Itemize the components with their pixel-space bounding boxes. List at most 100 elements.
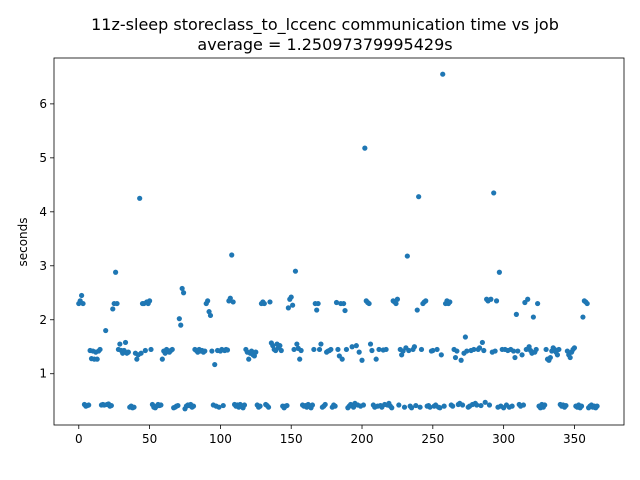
data-point	[175, 402, 181, 409]
data-point	[285, 305, 291, 311]
data-point	[110, 306, 116, 312]
data-point	[366, 300, 372, 307]
data-point	[430, 347, 436, 354]
data-point	[341, 300, 347, 307]
data-point	[207, 312, 214, 319]
x-tick-label: 0	[75, 432, 83, 446]
chart-title: 11z-sleep storeclass_to_lccenc communica…	[91, 15, 559, 35]
data-point	[556, 346, 562, 353]
data-point	[86, 402, 92, 408]
data-point	[212, 361, 218, 368]
data-point	[97, 346, 103, 353]
data-point	[594, 403, 600, 409]
data-point	[253, 349, 259, 355]
data-point	[360, 402, 367, 408]
x-tick-label: 350	[563, 432, 586, 446]
data-point	[427, 404, 433, 410]
data-point	[450, 403, 456, 409]
data-point	[257, 403, 263, 409]
data-point	[108, 402, 114, 409]
data-point	[278, 347, 284, 354]
data-point	[125, 349, 131, 355]
data-point	[291, 346, 297, 353]
data-point	[554, 352, 561, 358]
data-point	[328, 346, 334, 353]
data-point	[492, 348, 498, 354]
data-point	[314, 307, 320, 313]
data-point	[530, 314, 536, 320]
data-point	[148, 346, 154, 353]
data-point	[478, 402, 484, 409]
data-point	[369, 347, 375, 354]
y-tick-label: 2	[39, 313, 47, 327]
data-point	[413, 402, 419, 409]
data-point	[209, 348, 215, 354]
data-point	[437, 405, 443, 411]
data-point	[309, 402, 316, 408]
data-point	[452, 354, 459, 361]
data-point	[493, 298, 500, 304]
data-point	[471, 346, 477, 353]
data-point	[94, 356, 100, 362]
x-tick-label: 150	[280, 432, 303, 446]
data-point	[376, 346, 382, 353]
y-tick-label: 1	[39, 367, 47, 381]
x-tick-label: 100	[209, 432, 232, 446]
data-point	[542, 402, 548, 408]
data-point	[404, 253, 410, 259]
data-point	[401, 404, 408, 410]
data-point	[142, 347, 148, 354]
data-point	[533, 346, 539, 353]
data-point	[440, 71, 446, 77]
data-point	[205, 298, 211, 304]
data-point	[339, 356, 345, 362]
data-point	[176, 316, 182, 322]
data-point	[216, 404, 222, 410]
data-point	[359, 357, 365, 363]
data-point	[383, 346, 389, 353]
data-point	[479, 339, 485, 346]
data-point	[406, 347, 412, 354]
data-point	[563, 402, 569, 409]
data-point	[458, 357, 464, 363]
data-point	[389, 405, 395, 411]
data-point	[277, 343, 283, 349]
data-point	[486, 402, 493, 408]
x-tick-label: 200	[351, 432, 374, 446]
x-tick-label: 50	[142, 432, 157, 446]
data-point	[311, 346, 317, 353]
data-point	[178, 322, 184, 328]
data-point	[202, 348, 208, 354]
data-point	[288, 294, 294, 300]
data-point	[297, 356, 303, 362]
data-point	[353, 343, 359, 349]
data-point	[416, 194, 422, 200]
data-point	[543, 346, 549, 353]
data-point	[241, 402, 248, 408]
data-point	[122, 339, 129, 346]
data-point	[367, 341, 374, 347]
data-point	[169, 346, 175, 353]
data-point	[584, 300, 590, 307]
data-point	[190, 403, 197, 409]
data-point	[224, 347, 231, 353]
data-point	[519, 352, 525, 358]
data-point	[138, 350, 144, 356]
data-point	[394, 296, 401, 302]
data-point	[373, 356, 379, 362]
y-tick-label: 3	[39, 259, 47, 273]
data-point	[332, 403, 338, 409]
data-point	[481, 347, 487, 354]
data-point	[333, 299, 340, 306]
data-point	[146, 298, 153, 304]
data-point	[158, 402, 164, 408]
data-point	[571, 345, 578, 351]
data-point	[434, 346, 440, 353]
data-point	[267, 299, 273, 305]
data-point	[261, 300, 267, 307]
data-point	[482, 399, 488, 405]
data-point	[159, 356, 165, 362]
data-point	[227, 295, 233, 301]
data-point	[512, 354, 518, 361]
